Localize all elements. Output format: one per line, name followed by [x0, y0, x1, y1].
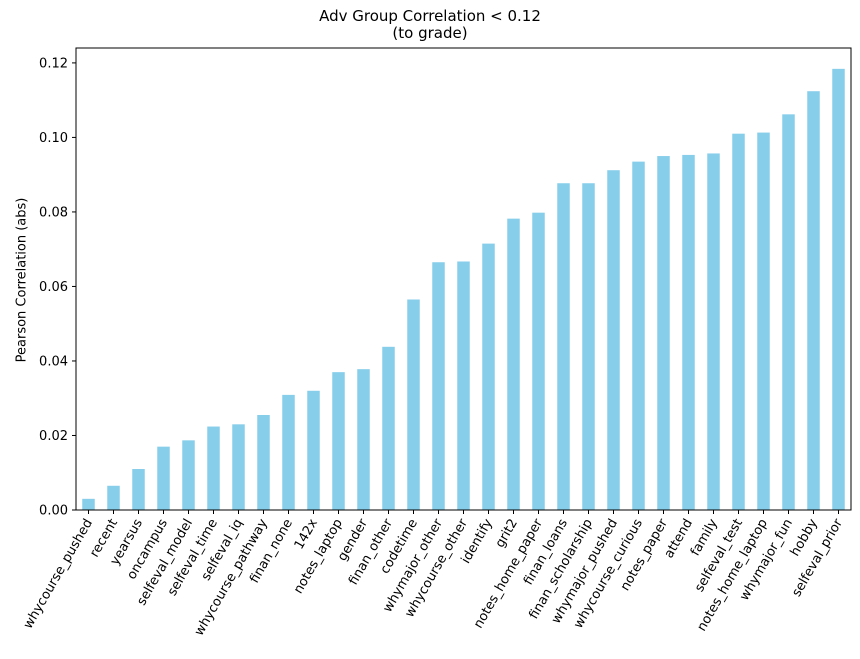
bar-attend: [682, 154, 695, 510]
y-tick-label: 0.00: [39, 504, 68, 519]
bar-notes_laptop: [332, 372, 345, 510]
x-tick-label: whycourse_pushed: [21, 517, 96, 632]
bar-whycourse_other: [457, 261, 470, 510]
x-axis: whycourse_pushedrecentyearsusoncampussel…: [21, 510, 846, 639]
y-tick-label: 0.12: [39, 56, 68, 71]
y-tick-label: 0.06: [39, 280, 68, 295]
bar-notes_paper: [657, 156, 670, 510]
bar-codetime: [407, 299, 420, 510]
bar-whycourse_pushed: [82, 498, 95, 510]
bar-whycourse_curious: [632, 161, 645, 511]
bar-identify: [482, 243, 495, 510]
bar-hobby: [807, 91, 820, 510]
bar-selfeval_iq: [232, 424, 245, 510]
bar-finan_none: [282, 394, 295, 510]
bar-selfeval_prior: [832, 68, 845, 511]
bar-yearsus: [132, 469, 145, 510]
bar-notes_home_paper: [532, 212, 545, 510]
bar-family: [707, 153, 720, 511]
y-axis: 0.00 0.02 0.04 0.06 0.08 0.10 0.12: [39, 56, 76, 519]
y-tick-label: 0.08: [39, 205, 68, 220]
bar-whymajor_other: [432, 262, 445, 510]
bar-selfeval_time: [207, 426, 220, 510]
bar-selfeval_model: [182, 440, 195, 510]
bar-gender: [357, 369, 370, 510]
bar-whymajor_pushed: [607, 170, 620, 510]
y-tick-label: 0.04: [39, 354, 68, 369]
chart-title: Adv Group Correlation < 0.12: [319, 7, 541, 25]
plot-frame: [75, 47, 852, 511]
y-tick-label: 0.02: [39, 429, 68, 444]
bar-notes_home_laptop: [757, 132, 770, 510]
bar-finan_scholarship: [582, 183, 595, 511]
bar-whycourse_pathway: [257, 414, 270, 510]
bar-oncampus: [157, 446, 170, 510]
bar-grit2: [507, 218, 520, 510]
bar-recent: [107, 485, 120, 510]
y-tick-label: 0.10: [39, 131, 68, 146]
bar-finan_other: [382, 346, 395, 510]
bar-142x: [307, 390, 320, 510]
chart-subtitle: (to grade): [392, 24, 468, 42]
bars-group: [82, 68, 845, 511]
bar-whymajor_fun: [782, 114, 795, 511]
bar-selfeval_test: [732, 133, 745, 510]
bar-finan_loans: [557, 183, 570, 511]
